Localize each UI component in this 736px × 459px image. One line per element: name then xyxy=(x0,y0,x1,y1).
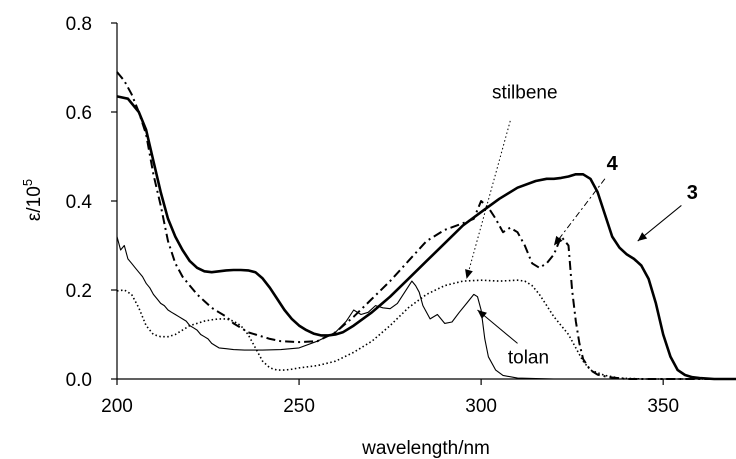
y-tick-label: 0.0 xyxy=(66,370,92,391)
x-axis-label: wavelength/nm xyxy=(361,438,490,459)
y-tick-label: 0.6 xyxy=(66,103,92,124)
y-ticks: 0.0 0.2 0.4 0.6 0.8 xyxy=(66,14,117,391)
annotation-label-tolan: tolan xyxy=(508,347,549,368)
series-line-3 xyxy=(116,95,736,381)
y-axis-label-text: ε/10 xyxy=(24,186,45,221)
annotation-arrowhead-3 xyxy=(637,232,648,242)
series-line-4 xyxy=(116,71,736,380)
x-tick-label: 250 xyxy=(283,396,315,417)
annotation-label-3: 3 xyxy=(687,182,698,204)
annotation-arrowhead-tolan xyxy=(477,310,487,319)
y-axis-label-group: ε/105 xyxy=(20,179,45,221)
y-tick-label: 0.2 xyxy=(66,281,92,302)
annotation-label-stilbene: stilbene xyxy=(492,83,558,104)
annotation-arrow-stilbene xyxy=(466,120,511,280)
annotation-arrowhead-4 xyxy=(553,235,563,246)
y-axis-label-exponent: 5 xyxy=(20,179,35,186)
y-tick-label: 0.8 xyxy=(66,14,92,35)
x-ticks: 200 250 300 350 xyxy=(101,379,679,417)
y-tick-label: 0.4 xyxy=(66,192,93,213)
annotation-label-4: 4 xyxy=(607,153,619,175)
annotation-layer: stilbene 4 3 tolan xyxy=(465,83,698,368)
series-line-tolan xyxy=(116,236,736,380)
axes: 200 250 300 350 0.0 0.2 0.4 0.6 0.8 xyxy=(66,14,736,417)
x-tick-label: 300 xyxy=(465,396,497,417)
series-line-stilbene xyxy=(116,279,736,380)
x-tick-label: 200 xyxy=(101,396,133,417)
y-axis-label: ε/105 xyxy=(20,179,45,221)
annotation-arrowhead-stilbene xyxy=(465,269,473,279)
annotation-arrow-3 xyxy=(637,205,682,242)
x-tick-label: 350 xyxy=(647,396,679,417)
series-layer xyxy=(116,71,736,381)
